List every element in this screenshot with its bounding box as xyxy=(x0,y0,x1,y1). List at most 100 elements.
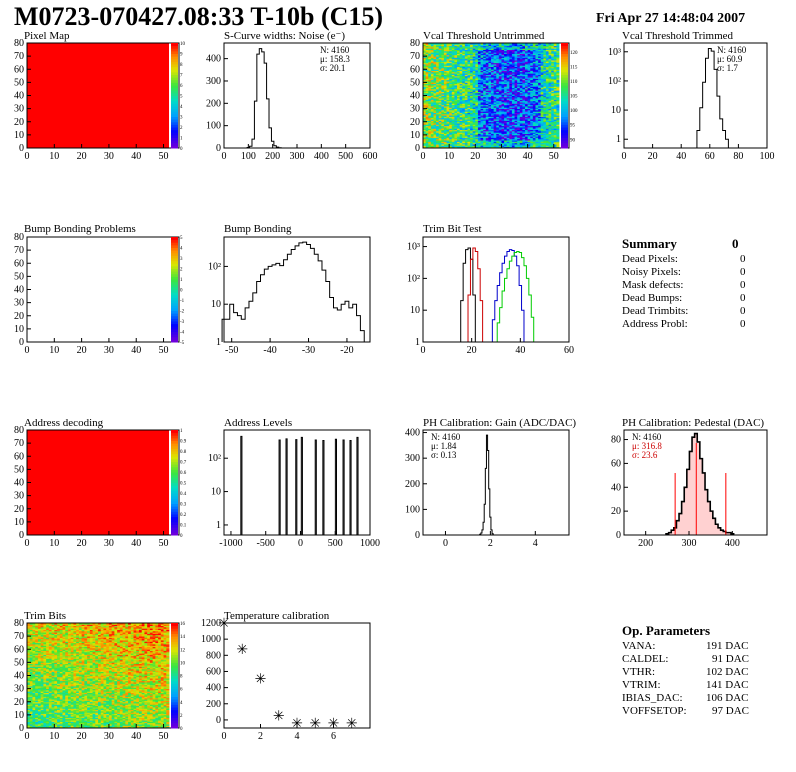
heatmap-cell xyxy=(553,77,557,79)
heatmap-cell xyxy=(472,100,476,103)
heatmap-cell xyxy=(501,141,505,144)
heatmap-cell xyxy=(493,140,497,142)
heatmap-cell xyxy=(530,100,534,103)
heatmap-cell xyxy=(509,60,513,62)
heatmap-cell xyxy=(504,106,508,108)
heatmap-cell xyxy=(509,91,513,94)
heatmap-cell xyxy=(443,133,447,136)
heatmap-cell xyxy=(532,66,536,69)
heatmap-cell xyxy=(457,57,461,60)
heatmap-cell xyxy=(493,70,497,73)
heatmap-cell xyxy=(548,127,552,129)
heatmap-cell xyxy=(467,109,471,112)
heatmap-cell xyxy=(553,91,557,94)
heatmap-cell xyxy=(477,145,481,148)
heatmap-cell xyxy=(548,83,552,86)
heatmap-cell xyxy=(446,142,450,145)
heatmap-cell xyxy=(459,145,463,148)
heatmap-cell xyxy=(540,108,544,111)
heatmap-cell xyxy=(475,87,479,90)
color-scale-label: -2 xyxy=(180,310,185,315)
heatmap-cell xyxy=(501,100,505,103)
heatmap-cell xyxy=(493,83,497,86)
heatmap-cell xyxy=(470,124,474,127)
heatmap-cell xyxy=(467,61,471,64)
heatmap-cell xyxy=(504,58,508,61)
heatmap-cell xyxy=(423,74,427,77)
heatmap-cell xyxy=(483,104,487,107)
heatmap-cell xyxy=(467,141,471,144)
heatmap-cell xyxy=(556,113,560,116)
heatmap-cell xyxy=(433,107,437,110)
heatmap-cell xyxy=(428,77,432,79)
heatmap-cell xyxy=(532,100,536,103)
heatmap-cell xyxy=(548,137,552,140)
heatmap-cell xyxy=(475,113,479,116)
heatmap-cell xyxy=(477,116,481,119)
heatmap-cell xyxy=(540,79,544,82)
heatmap-cell xyxy=(556,100,560,103)
heatmap-cell xyxy=(438,130,442,133)
heatmap-cell xyxy=(527,54,531,57)
heatmap-cell xyxy=(519,123,523,125)
color-scale-label: 7 xyxy=(180,74,183,79)
x-tick-label: 50 xyxy=(159,151,169,162)
summary-label: Dead Trimbits: xyxy=(622,305,689,317)
heatmap-cell xyxy=(451,82,455,85)
heatmap-cell xyxy=(493,125,497,128)
heatmap-cell xyxy=(480,145,484,148)
heatmap-cell xyxy=(483,88,487,91)
heatmap-cell xyxy=(470,87,474,90)
heatmap-cell xyxy=(433,65,437,68)
heatmap-cell xyxy=(540,128,544,131)
color-scale-cell xyxy=(171,56,178,60)
heatmap-cell xyxy=(535,64,539,66)
color-scale-cell xyxy=(171,129,178,133)
heatmap-cell xyxy=(511,132,515,134)
heatmap-cell xyxy=(483,111,487,113)
y-tick-label: 0 xyxy=(19,143,24,154)
heatmap-cell xyxy=(509,132,513,134)
heatmap-cell xyxy=(491,62,495,65)
op-param-label: IBIAS_DAC: xyxy=(622,692,683,704)
heatmap-cell xyxy=(553,116,557,119)
heatmap-cell xyxy=(436,136,440,138)
heatmap-cell xyxy=(543,67,547,70)
heatmap-cell xyxy=(425,132,429,134)
heatmap-cell xyxy=(553,82,557,85)
heatmap-cell xyxy=(514,144,518,146)
heatmap-cell xyxy=(501,142,505,145)
heatmap-cell xyxy=(480,128,484,131)
heatmap-cell xyxy=(514,92,518,95)
heatmap-cell xyxy=(538,124,542,127)
heatmap-cell xyxy=(428,62,432,65)
heatmap-cell xyxy=(511,56,515,58)
heatmap-cell xyxy=(545,99,549,102)
heatmap-cell xyxy=(488,113,492,116)
heatmap-cell xyxy=(496,108,500,111)
heatmap-cell xyxy=(556,121,560,124)
heatmap-cell xyxy=(441,88,445,91)
heatmap-cell xyxy=(506,123,510,125)
heatmap-cell xyxy=(556,108,560,111)
heatmap-cell xyxy=(464,111,468,113)
heatmap-cell xyxy=(511,77,515,79)
x-tick-label: 30 xyxy=(496,151,506,162)
heatmap-cell xyxy=(496,71,500,74)
heatmap-cell xyxy=(433,116,437,119)
heatmap-cell xyxy=(525,123,529,125)
heatmap-cell xyxy=(457,136,461,138)
heatmap-cell xyxy=(506,113,510,116)
x-tick-label: 60 xyxy=(705,151,715,162)
heatmap-cell xyxy=(449,144,453,146)
heatmap-cell xyxy=(454,138,458,141)
heatmap-cell xyxy=(553,69,557,71)
heatmap-cell xyxy=(441,90,445,92)
heatmap-cell xyxy=(506,137,510,140)
y-tick-label: 80 xyxy=(14,425,24,436)
heatmap-cell xyxy=(527,86,531,89)
heatmap-cell xyxy=(441,120,445,123)
heatmap-cell xyxy=(548,56,552,58)
heatmap-cell xyxy=(475,103,479,106)
heatmap-cell xyxy=(467,86,471,89)
